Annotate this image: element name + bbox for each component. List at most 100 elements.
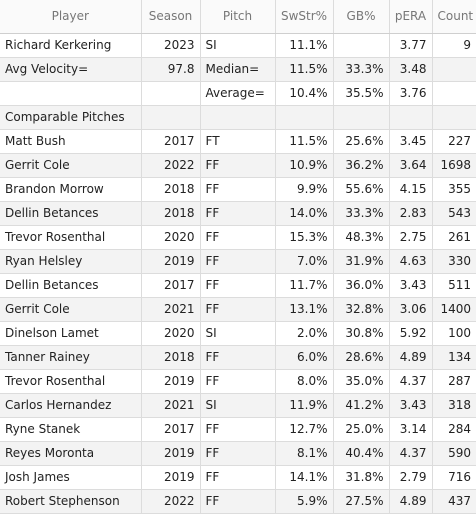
cell-gb: 33.3% [333,57,390,82]
cell-pitch: SI [200,33,276,58]
cell-gb: 32.8% [333,297,390,322]
cell-swstr: 12.7% [275,417,334,442]
cell-count: 1400 [432,297,476,322]
cell-swstr: 11.9% [275,393,334,418]
cell-swstr: 10.9% [275,153,334,178]
cell-pitch: FF [200,153,276,178]
cell-pera: 4.89 [389,489,433,514]
cell-player: Dellin Betances [0,273,142,298]
cell-count: 227 [432,129,476,154]
cell-gb: 27.5% [333,489,390,514]
cell-gb: 25.0% [333,417,390,442]
cell-swstr: 14.1% [275,465,334,490]
cell-pitch: SI [200,393,276,418]
cell-season: 2019 [141,249,201,274]
cell-swstr: 10.4% [275,81,334,106]
cell-player: Carlos Hernandez [0,393,142,418]
cell-count: 134 [432,345,476,370]
cell-count: 1698 [432,153,476,178]
cell-player: Trevor Rosenthal [0,369,142,394]
col-header-swstr: SwStr% [275,0,334,34]
cell-gb: 40.4% [333,441,390,466]
cell-season: 2018 [141,177,201,202]
cell-count: 543 [432,201,476,226]
cell-count: 330 [432,249,476,274]
col-header-player: Player [0,0,142,34]
cell-pera: 3.48 [389,57,433,82]
table-row: Dinelson Lamet 2020 SI 2.0% 30.8% 5.92 100 [0,321,476,346]
cell-pitch [200,105,276,130]
cell-season [141,81,201,106]
cell-pera: 3.06 [389,297,433,322]
cell-pera: 4.15 [389,177,433,202]
cell-pera: 3.76 [389,81,433,106]
col-header-pitch: Pitch [200,0,276,34]
cell-swstr: 2.0% [275,321,334,346]
cell-count: 437 [432,489,476,514]
cell-swstr: 11.5% [275,57,334,82]
table-row: Dellin Betances 2018 FF 14.0% 33.3% 2.83 543 [0,201,476,226]
cell-pera: 3.77 [389,33,433,58]
cell-count: 355 [432,177,476,202]
table-row: Ryne Stanek 2017 FF 12.7% 25.0% 3.14 284 [0,417,476,442]
cell-swstr: 5.9% [275,489,334,514]
cell-player: Brandon Morrow [0,177,142,202]
cell-gb: 35.0% [333,369,390,394]
cell-pera: 5.92 [389,321,433,346]
cell-pera: 2.83 [389,201,433,226]
cell-pitch: FF [200,273,276,298]
cell-pera: 4.63 [389,249,433,274]
cell-player: Richard Kerkering [0,33,142,58]
table-row: Carlos Hernandez 2021 SI 11.9% 41.2% 3.43 318 [0,393,476,418]
table-row: Average= 10.4% 35.5% 3.76 [0,81,476,106]
cell-gb: 31.8% [333,465,390,490]
cell-swstr: 13.1% [275,297,334,322]
cell-gb: 36.2% [333,153,390,178]
cell-pitch: FF [200,369,276,394]
table-row: Brandon Morrow 2018 FF 9.9% 55.6% 4.15 355 [0,177,476,202]
cell-pitch: FF [200,441,276,466]
cell-gb: 25.6% [333,129,390,154]
cell-pitch: FF [200,225,276,250]
cell-swstr [275,105,334,130]
cell-player: Ryan Helsley [0,249,142,274]
cell-season [141,105,201,130]
cell-swstr: 15.3% [275,225,334,250]
cell-player: Reyes Moronta [0,441,142,466]
cell-season: 2020 [141,321,201,346]
cell-count: 716 [432,465,476,490]
cell-season: 2021 [141,393,201,418]
cell-player: Robert Stephenson [0,489,142,514]
cell-swstr: 8.0% [275,369,334,394]
table-row: Tanner Rainey 2018 FF 6.0% 28.6% 4.89 134 [0,345,476,370]
cell-count [432,81,476,106]
cell-pera: 3.43 [389,273,433,298]
cell-pera: 3.45 [389,129,433,154]
cell-season: 2019 [141,369,201,394]
col-header-season: Season [141,0,201,34]
cell-season: 2020 [141,225,201,250]
cell-pera: 3.43 [389,393,433,418]
cell-player [0,81,142,106]
cell-player: Gerrit Cole [0,297,142,322]
cell-player: Dinelson Lamet [0,321,142,346]
cell-swstr: 11.1% [275,33,334,58]
cell-swstr: 14.0% [275,201,334,226]
cell-pitch: FF [200,201,276,226]
cell-pera: 3.14 [389,417,433,442]
table-row: Richard Kerkering 2023 SI 11.1% 3.77 9 [0,33,476,58]
table-row: Reyes Moronta 2019 FF 8.1% 40.4% 4.37 590 [0,441,476,466]
cell-count: 9 [432,33,476,58]
cell-pera: 4.37 [389,441,433,466]
table-row: Trevor Rosenthal 2019 FF 8.0% 35.0% 4.37 287 [0,369,476,394]
cell-season: 2017 [141,129,201,154]
cell-player: Tanner Rainey [0,345,142,370]
cell-season: 2017 [141,273,201,298]
cell-swstr: 8.1% [275,441,334,466]
cell-pitch: Median= [200,57,276,82]
table-row: Ryan Helsley 2019 FF 7.0% 31.9% 4.63 330 [0,249,476,274]
cell-season: 2017 [141,417,201,442]
cell-gb: 28.6% [333,345,390,370]
cell-pera: 3.64 [389,153,433,178]
table-row: Matt Bush 2017 FT 11.5% 25.6% 3.45 227 [0,129,476,154]
